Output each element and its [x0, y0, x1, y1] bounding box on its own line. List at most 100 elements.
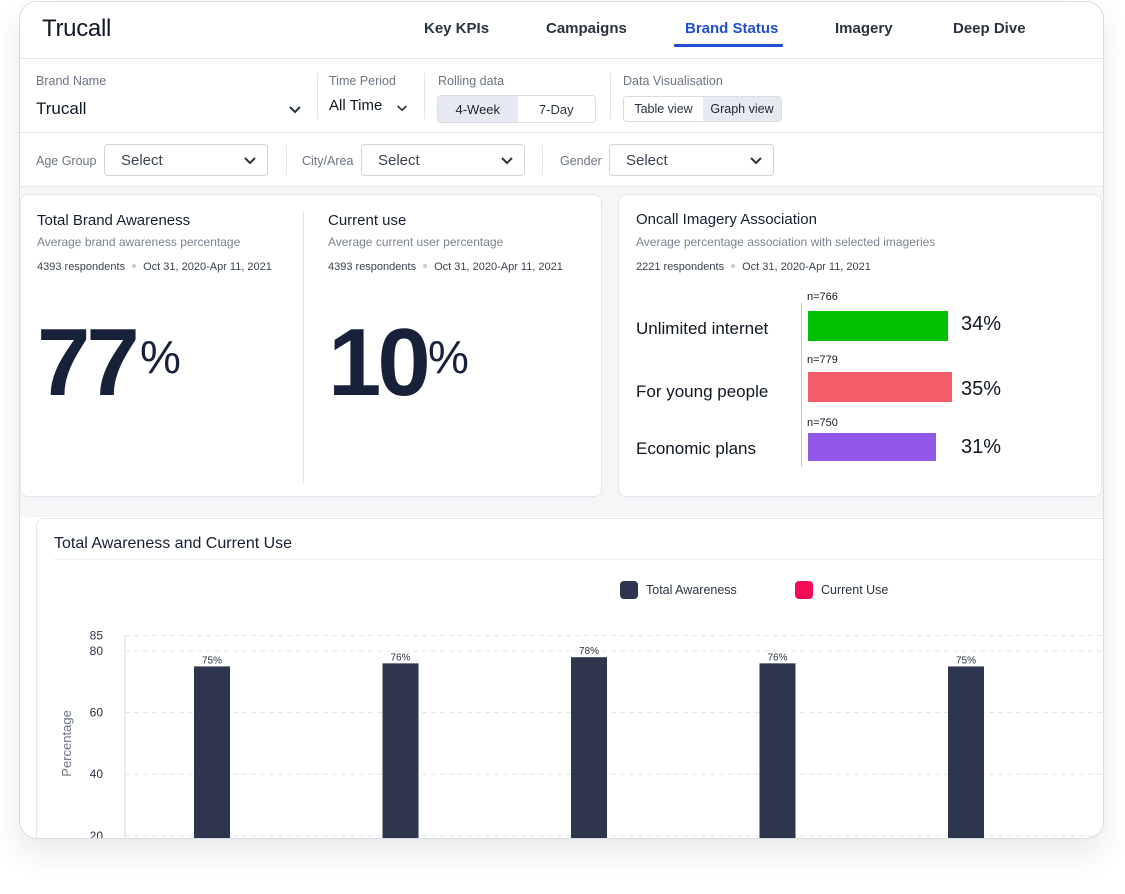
city-area-label: City/Area [302, 154, 354, 168]
imagery-label: For young people [636, 382, 769, 401]
gender-value: Select [626, 152, 668, 169]
data-visualisation-label: Data Visualisation [623, 74, 723, 88]
imagery-label: Unlimited internet [636, 319, 769, 338]
legend-item-current-use[interactable]: Current Use [795, 581, 888, 599]
current-use-unit: % [428, 331, 469, 383]
imagery-subtitle: Average percentage association with sele… [636, 235, 936, 249]
separator-dot [731, 264, 736, 269]
chevron-down-icon [501, 157, 513, 165]
awareness-title: Total Brand Awareness [37, 212, 191, 229]
kpi-card-awareness-usage: Total Brand Awareness Average brand awar… [20, 194, 602, 497]
y-tick-label: 20 [90, 829, 104, 839]
chevron-down-icon [289, 106, 301, 114]
imagery-percent: 31% [961, 436, 1002, 458]
bar-value-label: 75% [202, 655, 222, 666]
top-nav: Trucall Key KPIs Campaigns Brand Status … [20, 2, 1103, 59]
y-tick-label: 40 [90, 767, 104, 781]
chart-divider [54, 559, 1103, 560]
separator-dot [423, 264, 428, 269]
divider [542, 145, 543, 175]
awareness-subtitle: Average brand awareness percentage [37, 235, 241, 249]
bar-value-label: 76% [767, 652, 787, 663]
age-group-select[interactable]: Select [104, 144, 268, 176]
awareness-meta: 4393 respondents Oct 31, 2020-Apr 11, 202… [37, 261, 272, 273]
imagery-bar [808, 433, 936, 461]
current-use-subtitle: Average current user percentage [328, 235, 504, 249]
divider [317, 73, 318, 119]
rolling-4-week-option[interactable]: 4-Week [438, 96, 518, 122]
graph-view-option[interactable]: Graph view [703, 97, 781, 121]
current-use-title: Current use [328, 212, 407, 229]
awareness-date-range: Oct 31, 2020-Apr 11, 2021 [143, 261, 272, 273]
filter-bar-primary: Brand Name Trucall Time Period All Time … [20, 59, 1103, 133]
bar [382, 663, 419, 838]
rolling-data-label: Rolling data [438, 74, 505, 88]
awareness-usage-chart-card: Total Awareness and Current Use Total Aw… [36, 518, 1103, 839]
time-period-dropdown[interactable]: All Time [328, 93, 414, 121]
legend-label: Current Use [821, 583, 889, 597]
divider [424, 73, 425, 119]
chevron-down-icon [244, 157, 256, 165]
card-divider [303, 211, 304, 483]
current-use-meta: 4393 respondents Oct 31, 2020-Apr 11, 202… [328, 261, 563, 273]
imagery-label: Economic plans [636, 439, 757, 458]
bar [759, 663, 796, 838]
app-window: Trucall Key KPIs Campaigns Brand Status … [19, 1, 1104, 839]
imagery-respondents: 2221 respondents [636, 261, 725, 273]
y-tick-label: 60 [90, 706, 104, 720]
bar [571, 657, 607, 838]
current-use-value: 10 [328, 309, 431, 416]
legend-label: Total Awareness [646, 583, 737, 597]
tab-deep-dive[interactable]: Deep Dive [953, 20, 1026, 37]
imagery-percent: 35% [961, 378, 1002, 400]
rolling-7-day-option[interactable]: 7-Day [538, 101, 574, 117]
bar [194, 666, 230, 838]
divider [286, 145, 287, 175]
age-group-value: Select [121, 152, 163, 169]
bar [948, 666, 984, 838]
bar-value-label: 75% [956, 655, 976, 666]
current-use-date-range: Oct 31, 2020-Apr 11, 2021 [434, 261, 563, 273]
legend-item-total-awareness[interactable]: Total Awareness [620, 581, 737, 599]
city-area-value: Select [378, 152, 420, 169]
chevron-down-icon [397, 105, 407, 112]
imagery-bar [808, 372, 952, 402]
awareness-unit: % [140, 331, 181, 383]
gender-select[interactable]: Select [609, 144, 774, 176]
bar-value-label: 78% [579, 646, 599, 657]
current-use-respondents: 4393 respondents [328, 261, 417, 273]
tab-brand-status[interactable]: Brand Status [685, 20, 779, 37]
divider [610, 73, 611, 119]
legend-swatch [620, 581, 638, 599]
app-logo: Trucall [42, 15, 112, 42]
city-area-select[interactable]: Select [361, 144, 525, 176]
imagery-n: n=750 [807, 417, 838, 429]
imagery-n: n=766 [807, 291, 838, 303]
legend-swatch [795, 581, 813, 599]
awareness-respondents: 4393 respondents [37, 261, 126, 273]
y-axis-label: Percentage [59, 710, 74, 777]
tab-imagery[interactable]: Imagery [835, 20, 893, 37]
tab-campaigns[interactable]: Campaigns [546, 20, 627, 37]
chart-title: Total Awareness and Current Use [54, 535, 293, 552]
imagery-n: n=779 [807, 354, 838, 366]
brand-name-label: Brand Name [36, 74, 107, 88]
data-visualisation-toggle: Table view Graph view [623, 96, 782, 122]
brand-name-dropdown[interactable]: Trucall [34, 95, 306, 123]
chevron-down-icon [750, 157, 762, 165]
imagery-association-card: Oncall Imagery Association Average perce… [618, 194, 1102, 497]
active-tab-indicator [674, 44, 783, 47]
bar-value-label: 76% [390, 652, 410, 663]
tab-key-kpis[interactable]: Key KPIs [424, 20, 490, 37]
table-view-option[interactable]: Table view [634, 102, 693, 116]
filter-bar-secondary: Age Group Select City/Area Select Gender… [20, 133, 1103, 187]
y-tick-label: 80 [90, 644, 104, 658]
imagery-meta: 2221 respondents Oct 31, 2020-Apr 11, 202… [636, 261, 871, 273]
rolling-data-toggle: 4-Week 7-Day [437, 95, 596, 123]
time-period-value: All Time [329, 97, 383, 114]
age-group-label: Age Group [36, 154, 97, 168]
awareness-value: 77 [37, 309, 140, 416]
imagery-title: Oncall Imagery Association [636, 211, 817, 228]
imagery-bar [808, 311, 948, 341]
